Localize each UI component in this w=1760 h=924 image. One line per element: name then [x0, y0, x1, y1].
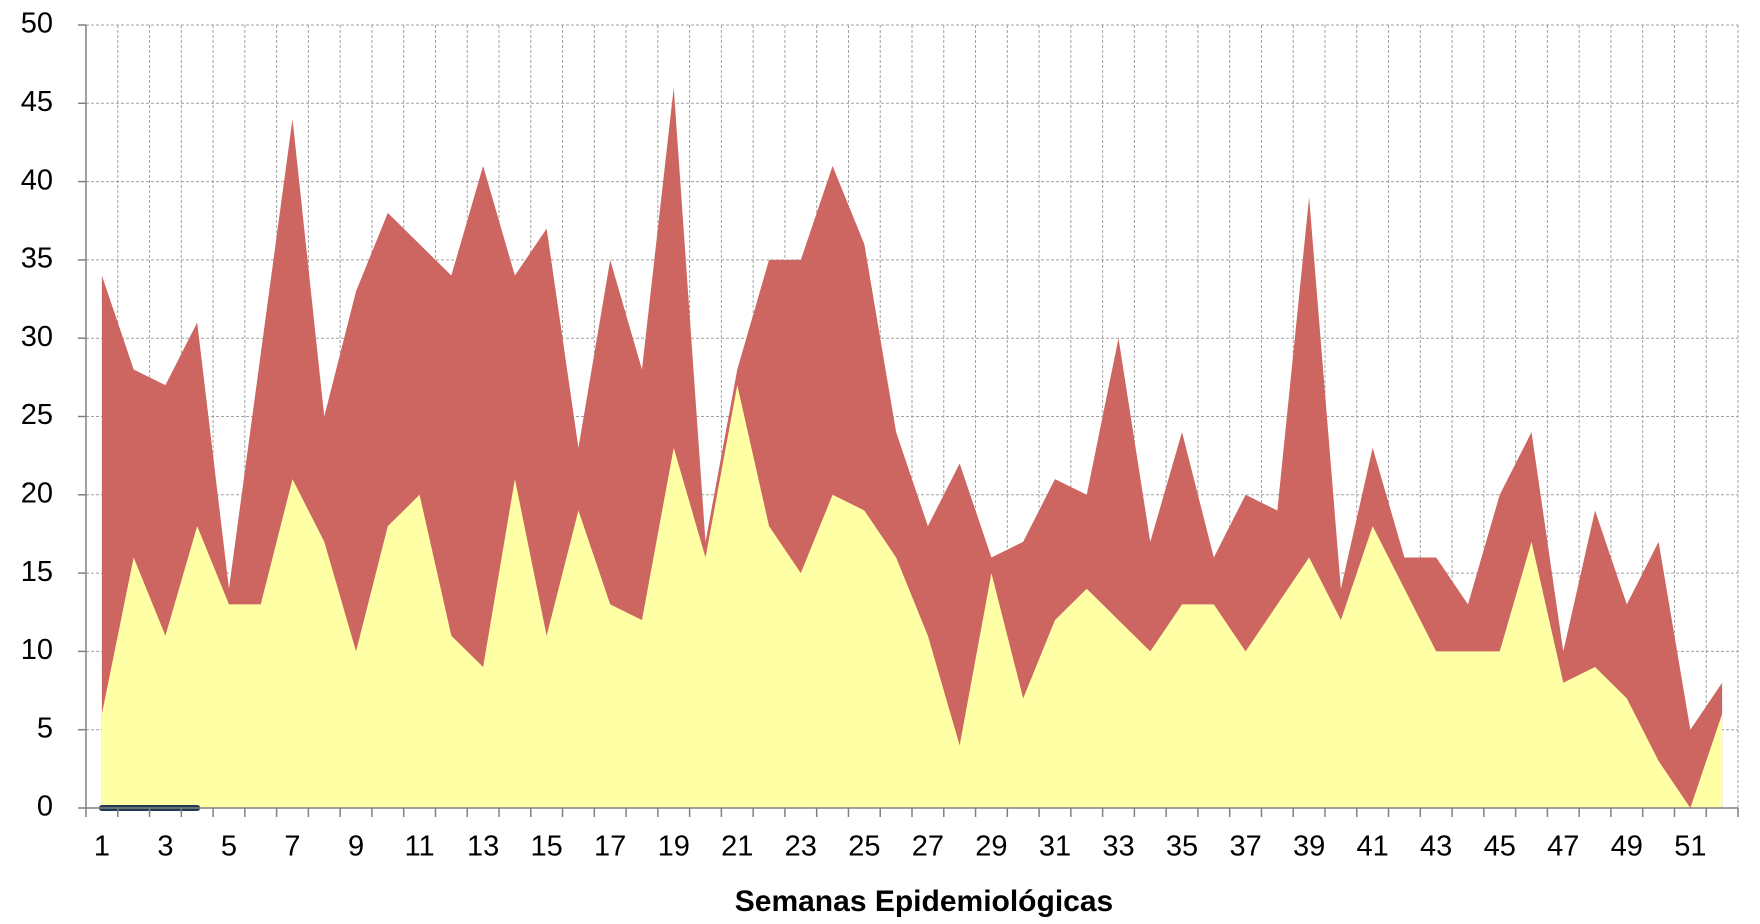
y-tick-label: 15 — [21, 556, 53, 588]
x-tick-label: 23 — [785, 831, 817, 863]
y-tick-label: 0 — [37, 791, 53, 823]
x-tick-label: 51 — [1674, 831, 1706, 863]
x-tick-label: 9 — [348, 831, 364, 863]
x-tick-label: 19 — [658, 831, 690, 863]
x-tick-label: 11 — [405, 831, 435, 863]
y-tick-label: 25 — [21, 399, 53, 431]
x-tick-label: 47 — [1547, 831, 1579, 863]
y-tick-label: 20 — [21, 477, 53, 509]
x-tick-label: 21 — [721, 831, 753, 863]
area — [101, 385, 1723, 808]
y-tick-label: 40 — [21, 164, 53, 196]
y-tick-label: 10 — [21, 634, 53, 666]
x-tick-label: 7 — [284, 831, 300, 863]
x-tick-label: 17 — [594, 831, 626, 863]
x-tick-label: 45 — [1484, 831, 1516, 863]
y-tick-label: 50 — [21, 8, 53, 40]
y-tick-label: 35 — [21, 243, 53, 275]
x-tick-label: 37 — [1229, 831, 1261, 863]
x-tick-label: 41 — [1357, 831, 1389, 863]
x-tick-label: 29 — [975, 831, 1007, 863]
x-tick-label: 1 — [94, 831, 110, 863]
x-tick-label: 5 — [221, 831, 237, 863]
x-tick-label: 27 — [912, 831, 944, 863]
x-tick-label: 33 — [1102, 831, 1134, 863]
x-tick-label: 25 — [848, 831, 880, 863]
x-tick-label: 31 — [1039, 831, 1071, 863]
x-tick-label: 39 — [1293, 831, 1325, 863]
y-tick-label: 45 — [21, 86, 53, 118]
x-tick-label: 49 — [1611, 831, 1643, 863]
x-tick-label: 13 — [467, 831, 499, 863]
x-tick-label: 43 — [1420, 831, 1452, 863]
x-axis-label: Semanas Epidemiológicas — [735, 885, 1113, 918]
y-tick-label: 30 — [21, 321, 53, 353]
x-tick-label: 15 — [531, 831, 563, 863]
y-tick-label: 5 — [37, 712, 53, 744]
x-tick-label: 3 — [157, 831, 173, 863]
x-tick-label: 35 — [1166, 831, 1198, 863]
